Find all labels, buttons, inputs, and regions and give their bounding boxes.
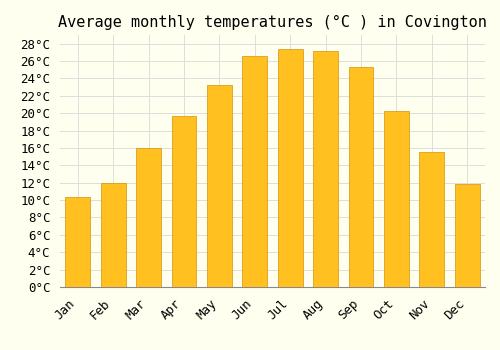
Bar [172, 116, 196, 287]
Bar [420, 152, 444, 287]
Bar [278, 49, 302, 287]
Bar [384, 111, 409, 287]
Bar [66, 197, 90, 287]
Bar [455, 184, 479, 287]
Bar [242, 56, 267, 287]
Bar [100, 183, 126, 287]
Bar [136, 148, 161, 287]
Bar [207, 85, 232, 287]
Bar [348, 67, 374, 287]
Title: Average monthly temperatures (°C ) in Covington: Average monthly temperatures (°C ) in Co… [58, 15, 487, 30]
Bar [313, 51, 338, 287]
